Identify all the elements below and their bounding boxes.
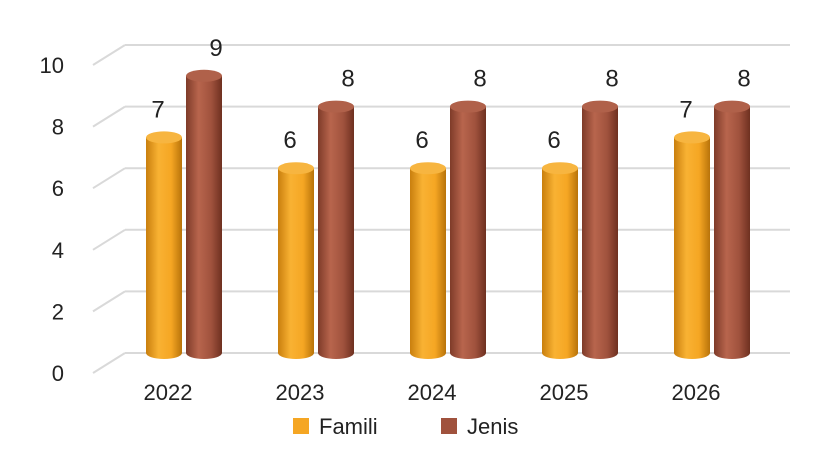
legend-item: Jenis	[441, 414, 518, 439]
data-label: 6	[283, 127, 296, 154]
legend: Famili Jenis	[293, 414, 518, 439]
y-tick-label: 2	[52, 299, 64, 324]
gridline-depth	[92, 44, 126, 66]
data-label: 8	[473, 66, 486, 93]
data-label: 6	[415, 127, 428, 154]
data-label: 6	[547, 127, 560, 154]
bars	[146, 69, 750, 360]
data-labels: 7 9 6 8 6 8 6 8 7 8	[151, 35, 750, 154]
data-label: 7	[151, 96, 164, 123]
gridline-depth	[92, 167, 126, 190]
bar-top	[582, 100, 618, 113]
bar-top	[278, 162, 314, 175]
y-tick-label: 4	[52, 238, 64, 263]
y-tick-label: 6	[52, 176, 64, 201]
bar-top	[542, 162, 578, 175]
bar-body	[542, 168, 578, 359]
bar-body	[278, 168, 314, 359]
legend-label: Famili	[319, 414, 378, 439]
y-tick-label: 8	[52, 115, 64, 140]
x-tick-label: 2023	[276, 380, 325, 405]
y-tick-label: 10	[40, 53, 64, 78]
bar-top	[410, 162, 446, 175]
data-label: 7	[679, 96, 692, 123]
legend-swatch	[441, 418, 457, 434]
gridline-depth	[92, 105, 126, 128]
x-tick-label: 2022	[144, 380, 193, 405]
legend-label: Jenis	[467, 414, 518, 439]
x-tick-label: 2025	[540, 380, 589, 405]
data-label: 8	[341, 66, 354, 93]
bar-body	[318, 106, 354, 359]
bar-top	[146, 131, 182, 144]
bar-body	[450, 106, 486, 359]
bar	[714, 100, 750, 359]
bar	[674, 131, 710, 359]
bar-top	[714, 100, 750, 113]
x-tick-label: 2024	[408, 380, 457, 405]
bar	[450, 100, 486, 359]
bar	[318, 100, 354, 359]
y-tick-label: 0	[52, 361, 64, 386]
x-tick-label: 2026	[672, 380, 721, 405]
bar	[542, 162, 578, 359]
bar	[582, 100, 618, 359]
bar-body	[410, 168, 446, 359]
bar	[410, 162, 446, 359]
bar-top	[674, 131, 710, 144]
legend-item: Famili	[293, 414, 378, 439]
bar	[278, 162, 314, 359]
bar	[186, 69, 222, 360]
data-label: 9	[209, 35, 222, 62]
bar-body	[674, 137, 710, 359]
bar-top	[186, 69, 222, 82]
gridline-depth	[92, 290, 126, 313]
legend-swatch	[293, 418, 309, 434]
data-label: 8	[737, 66, 750, 93]
bar-body	[714, 106, 750, 359]
x-axis: 2022 2023 2024 2025 2026	[144, 380, 721, 405]
gridline-depth	[92, 228, 126, 251]
gridline-depth	[92, 352, 126, 374]
y-axis: 0 2 4 6 8 10	[40, 53, 64, 386]
bar-body	[582, 106, 618, 359]
data-label: 8	[605, 66, 618, 93]
bar-top	[450, 100, 486, 113]
bar-body	[186, 75, 222, 360]
bar-body	[146, 137, 182, 359]
bar	[146, 131, 182, 359]
bar-top	[318, 100, 354, 113]
